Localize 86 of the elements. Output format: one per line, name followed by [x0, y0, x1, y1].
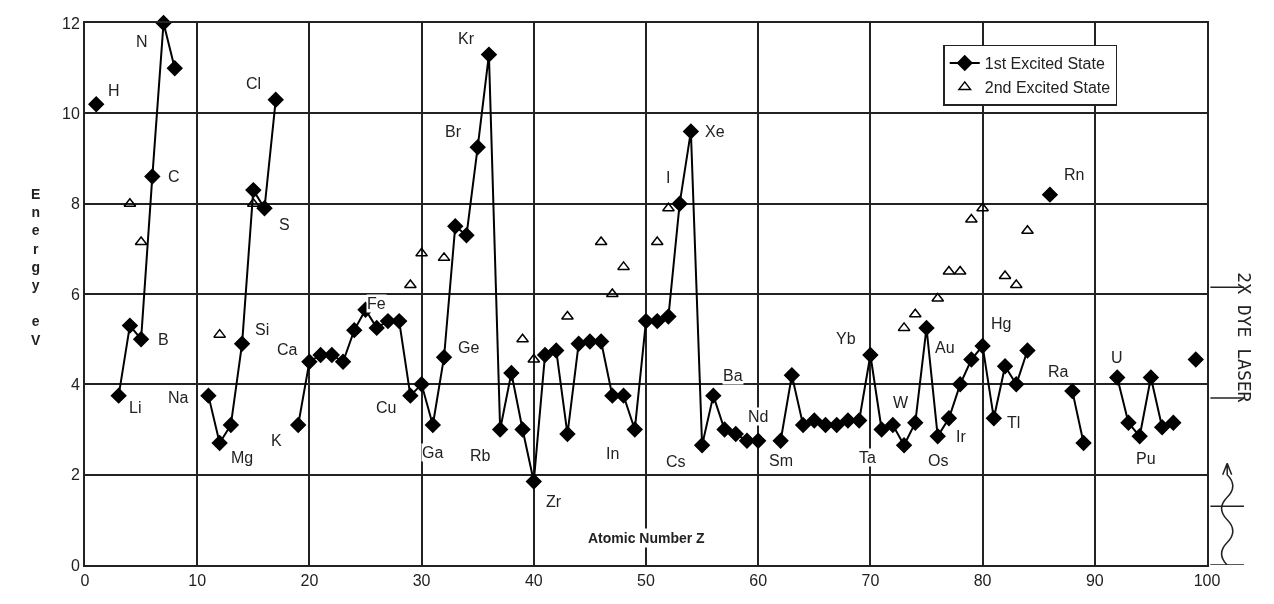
point — [594, 236, 608, 246]
text: Energy eV — [31, 186, 41, 348]
annotation: H — [108, 82, 120, 99]
point — [931, 292, 945, 302]
y-tick-label: 2 — [70, 466, 80, 484]
x-axis-title: Atomic Number Z — [588, 530, 706, 546]
annotation: Br — [445, 123, 462, 140]
annotation: Rb — [470, 447, 491, 464]
point — [942, 265, 956, 275]
annotation: In — [606, 445, 620, 462]
text: 2X DYE LASER — [1234, 272, 1256, 403]
point — [1009, 279, 1023, 289]
x-tick-label: 90 — [1085, 572, 1104, 590]
x-tick-label: 10 — [188, 572, 207, 590]
point — [213, 328, 227, 338]
point — [1020, 225, 1034, 235]
annotation: Si — [255, 321, 270, 338]
x-tick-label: 30 — [412, 572, 431, 590]
annotation: Mg — [231, 449, 254, 466]
point — [527, 353, 541, 363]
point — [403, 279, 417, 289]
annotation: Au — [935, 339, 955, 356]
annotation: Fe — [367, 295, 386, 312]
point — [134, 236, 148, 246]
point — [415, 247, 429, 257]
x-tick-label: 100 — [1193, 572, 1221, 590]
annotation: Ra — [1048, 363, 1069, 380]
legend-label: 1st Excited State — [984, 55, 1105, 73]
x-tick-label: 50 — [637, 572, 655, 590]
y-tick-label: 12 — [62, 14, 80, 32]
annotation: U — [1111, 349, 1123, 366]
x-tick-label: 80 — [973, 572, 992, 590]
annotation: Zr — [546, 493, 562, 510]
annotation: Sm — [769, 452, 793, 469]
annotation: Cl — [246, 75, 262, 92]
point — [661, 202, 675, 212]
point — [998, 270, 1012, 280]
annotation: Yb — [836, 330, 856, 347]
annotation: B — [158, 331, 169, 348]
annotation: C — [168, 168, 180, 185]
point — [516, 333, 530, 343]
annotation: Rn — [1064, 166, 1085, 183]
y-tick-label: 4 — [70, 375, 80, 393]
annotation: Tl — [1007, 414, 1021, 431]
annotation: Pu — [1136, 450, 1156, 467]
x-tick-label: 20 — [300, 572, 319, 590]
x-tick-label: 40 — [524, 572, 543, 590]
annotation: Cs — [666, 453, 686, 470]
point — [964, 213, 978, 223]
y-tick-label: 6 — [70, 285, 80, 303]
annotation: Ta — [859, 449, 876, 466]
annotation: Ge — [458, 339, 480, 356]
x-tick-label: 60 — [749, 572, 768, 590]
point — [560, 310, 574, 320]
annotation: Nd — [748, 408, 769, 425]
point — [246, 197, 260, 207]
annotation: Os — [928, 452, 949, 469]
annotation: Ir — [956, 428, 967, 445]
annotation: Hg — [991, 315, 1012, 332]
annotation: Ba — [723, 367, 743, 384]
point — [908, 308, 922, 318]
point — [650, 236, 664, 246]
annotation: Li — [129, 399, 142, 416]
y-tick-label: 8 — [70, 195, 80, 213]
annotation: Kr — [458, 30, 475, 47]
annotation: K — [271, 432, 282, 449]
annotation: Na — [168, 389, 189, 406]
point — [605, 288, 619, 298]
y-tick-label: 10 — [62, 104, 80, 122]
y-tick-label: 0 — [70, 556, 80, 574]
point — [437, 252, 451, 262]
x-tick-label: 70 — [861, 572, 880, 590]
legend-label: 2nd Excited State — [984, 79, 1111, 97]
annotation: Ga — [422, 444, 444, 461]
annotation: Ca — [277, 341, 298, 358]
annotation: W — [893, 394, 909, 411]
point — [953, 265, 967, 275]
point — [976, 202, 990, 212]
point — [123, 197, 137, 207]
point — [897, 322, 911, 332]
annotation: I — [666, 169, 671, 186]
annotation: Cu — [376, 399, 397, 416]
annotation: Xe — [705, 123, 725, 140]
point — [617, 261, 631, 271]
annotation: S — [279, 216, 290, 233]
annotation: N — [136, 33, 148, 50]
